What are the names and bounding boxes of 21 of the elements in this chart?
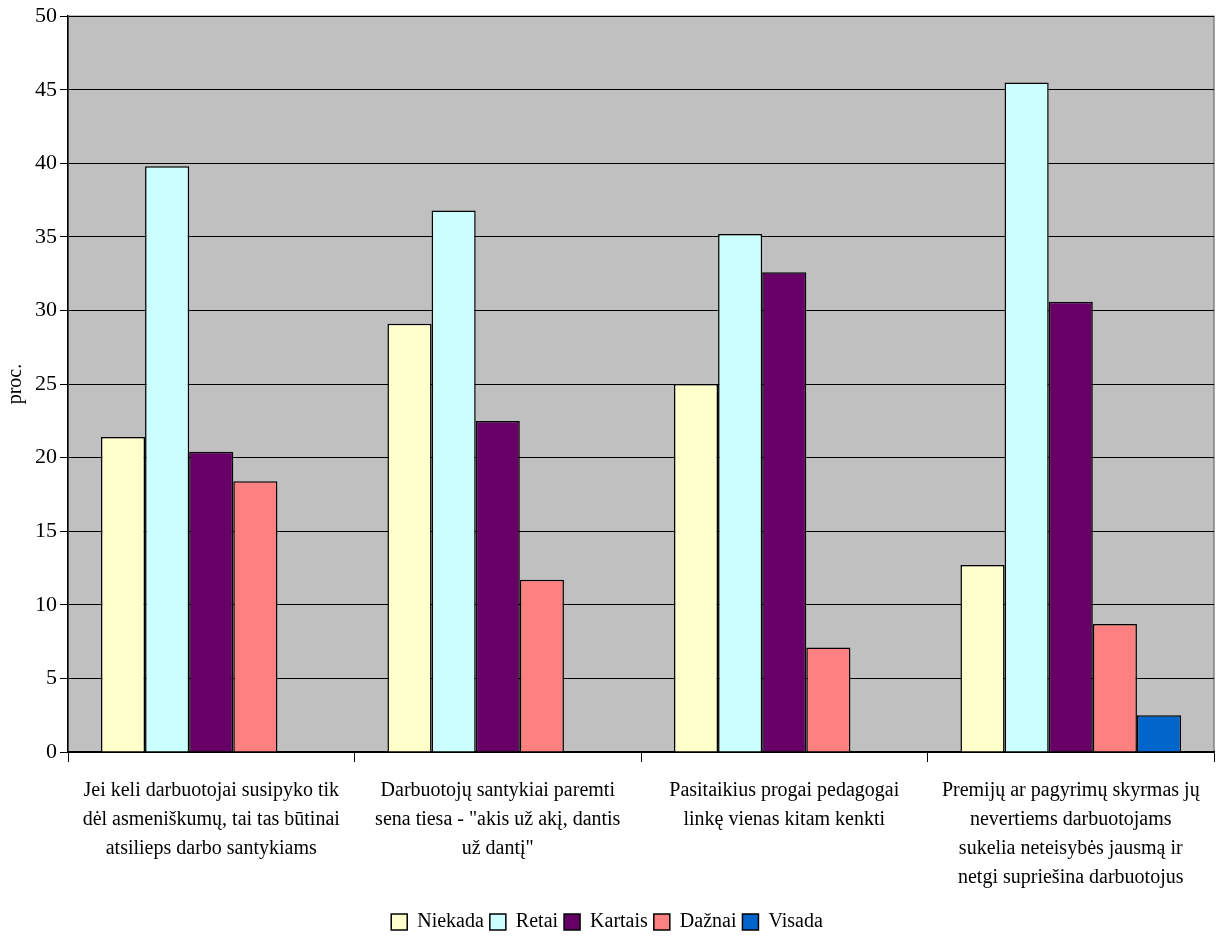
legend-label: Retai [515, 909, 559, 932]
x-tick-label: Darbuotojų santykiai paremti sena tiesa - "akis už akį, dantis už dantį" [375, 777, 621, 859]
y-tick-label: 50 [35, 1, 57, 27]
y-axis-title: proc. [3, 363, 27, 405]
y-tick-label: 15 [35, 517, 57, 543]
y-tick-label: 25 [35, 369, 57, 395]
y-tick-label: 10 [35, 590, 57, 616]
y-tick-label: 35 [35, 222, 57, 248]
x-tick-label: Pasitaikius progai pedagogai linkę vienas kitam kenkti [669, 777, 900, 830]
y-tick-label: 45 [35, 75, 57, 101]
x-tick-label: Jei keli darbuotojai susipyko tik dėl asmeniškumų, tai tas būtinai atsilieps darbo santykiams [82, 777, 341, 859]
legend-label: Visada [768, 909, 823, 932]
y-tick-label: 0 [46, 737, 57, 763]
legend-label: Dažnai [679, 909, 737, 932]
legend-label: Kartais [590, 909, 649, 932]
legend-label: Niekada [417, 909, 484, 932]
y-tick-label: 5 [46, 664, 57, 690]
y-tick-label: 40 [35, 149, 57, 175]
y-tick-label: 20 [35, 443, 57, 469]
y-tick-label: 30 [35, 296, 57, 322]
x-tick-label: Premijų ar pagyrimų skyrmas jų nevertiems darbuotojams sukelia neteisybės jausmą ir netgi supriešina darbuotojus [941, 777, 1201, 888]
